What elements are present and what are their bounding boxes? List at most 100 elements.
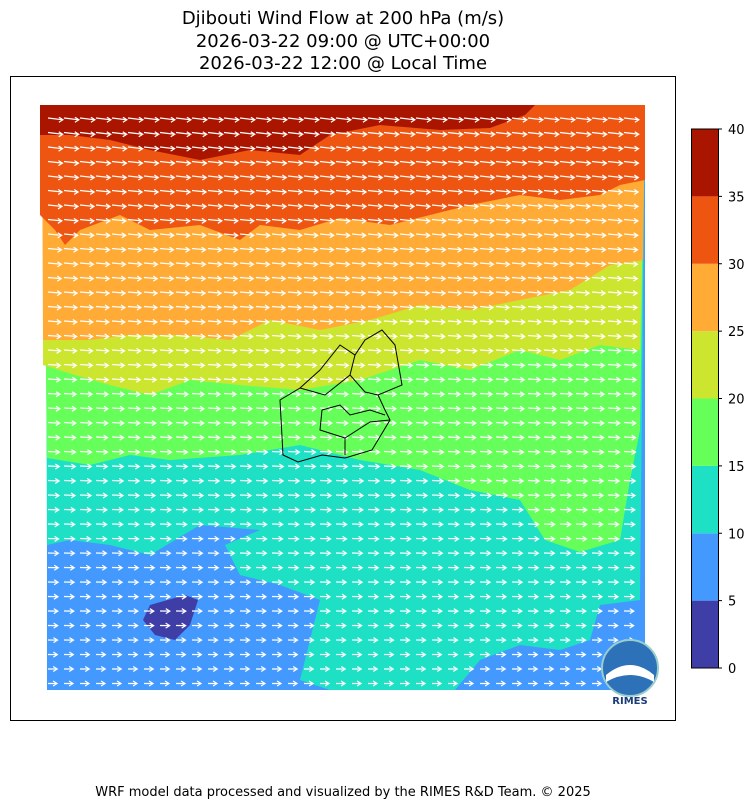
wind-arrow xyxy=(383,304,399,311)
wind-arrow xyxy=(95,116,113,123)
wind-arrow xyxy=(143,376,158,383)
wind-arrow xyxy=(127,550,140,557)
wind-arrow xyxy=(255,492,269,499)
wind-arrow xyxy=(143,593,156,600)
wind-arrow xyxy=(255,131,272,138)
wind-arrow xyxy=(559,593,572,600)
wind-arrow xyxy=(63,680,75,687)
wind-arrow xyxy=(111,564,124,571)
wind-arrow xyxy=(383,608,395,615)
wind-arrow xyxy=(95,492,109,499)
wind-arrow xyxy=(271,290,287,297)
wind-arrow xyxy=(63,463,77,470)
wind-arrow xyxy=(575,420,589,427)
wind-arrow xyxy=(143,449,157,456)
wind-arrow xyxy=(559,463,573,470)
wind-arrow xyxy=(495,217,511,224)
wind-arrow xyxy=(127,203,144,210)
wind-arrow xyxy=(511,391,526,398)
wind-arrow xyxy=(271,666,283,673)
wind-arrow xyxy=(335,145,352,152)
wind-arrow xyxy=(303,261,319,268)
wind-arrow xyxy=(607,333,622,340)
wind-arrow xyxy=(431,160,448,167)
wind-arrow xyxy=(543,492,557,499)
wind-arrow xyxy=(383,290,399,297)
wind-arrow xyxy=(367,160,384,167)
wind-arrow xyxy=(239,232,255,239)
wind-arrow xyxy=(463,246,479,253)
wind-arrow xyxy=(207,622,219,629)
wind-arrow xyxy=(431,362,446,369)
wind-arrow xyxy=(47,579,60,586)
wind-arrow xyxy=(319,174,336,181)
wind-arrow xyxy=(95,449,109,456)
wind-arrow xyxy=(463,449,477,456)
wind-arrow xyxy=(495,376,510,383)
wind-arrow xyxy=(47,651,59,658)
wind-arrow xyxy=(111,666,123,673)
wind-arrow xyxy=(415,261,431,268)
wind-arrow xyxy=(63,405,78,412)
wind-arrow xyxy=(447,217,463,224)
wind-arrow xyxy=(95,203,112,210)
wind-arrow xyxy=(271,275,287,282)
wind-arrow xyxy=(223,449,237,456)
wind-arrow xyxy=(479,391,494,398)
wind-arrow xyxy=(479,275,495,282)
wind-arrow xyxy=(495,637,507,644)
wind-arrow xyxy=(591,680,603,687)
wind-arrow xyxy=(447,376,462,383)
wind-arrow xyxy=(143,405,158,412)
wind-arrow xyxy=(47,145,64,152)
wind-arrow xyxy=(383,477,397,484)
wind-arrow xyxy=(351,391,366,398)
wind-arrow xyxy=(591,174,608,181)
wind-arrow xyxy=(207,318,222,326)
wind-arrow xyxy=(111,347,126,354)
wind-arrow xyxy=(623,145,640,152)
wind-arrow xyxy=(527,318,542,326)
wind-arrow xyxy=(575,131,592,138)
wind-arrow xyxy=(415,651,427,658)
wind-arrow xyxy=(351,463,365,470)
wind-arrow xyxy=(575,680,587,687)
wind-arrow xyxy=(207,217,223,224)
wind-arrow xyxy=(527,622,539,629)
wind-arrow xyxy=(511,593,524,600)
wind-arrow xyxy=(447,593,460,600)
wind-arrow xyxy=(495,275,511,282)
wind-arrow xyxy=(63,608,75,615)
wind-arrow xyxy=(383,506,397,513)
wind-arrow xyxy=(383,232,399,239)
wind-arrow xyxy=(399,434,413,441)
wind-arrow xyxy=(431,492,445,499)
wind-arrow xyxy=(399,535,412,542)
wind-arrow xyxy=(543,217,559,224)
wind-arrow xyxy=(319,232,335,239)
wind-arrow xyxy=(415,405,430,412)
wind-arrow xyxy=(335,131,352,138)
wind-arrow xyxy=(511,362,526,369)
wind-arrow xyxy=(559,145,576,152)
wind-arrow xyxy=(479,246,495,253)
wind-arrow xyxy=(383,579,396,586)
wind-arrow xyxy=(351,637,363,644)
wind-arrow xyxy=(383,318,398,326)
colorbar-tick-label: 5 xyxy=(728,595,736,610)
wind-arrow xyxy=(319,275,335,282)
wind-arrow xyxy=(207,304,223,311)
wind-arrow xyxy=(287,347,302,354)
wind-arrow xyxy=(559,506,573,513)
wind-arrow xyxy=(415,290,431,297)
wind-arrow xyxy=(351,188,368,195)
wind-arrow xyxy=(47,160,64,167)
wind-arrow xyxy=(543,680,555,687)
wind-arrow xyxy=(207,579,220,586)
wind-arrow xyxy=(479,203,496,210)
wind-arrow xyxy=(447,174,464,181)
wind-arrow xyxy=(399,420,413,427)
wind-arrow xyxy=(415,376,430,383)
wind-arrow xyxy=(255,593,268,600)
wind-arrow xyxy=(447,261,463,268)
